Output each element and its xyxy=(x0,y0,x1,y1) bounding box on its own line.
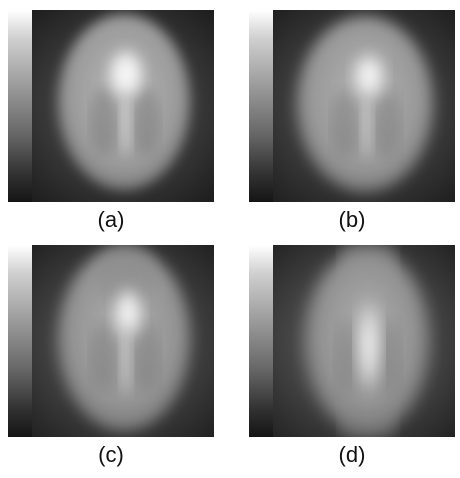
colorbar-d xyxy=(249,245,273,437)
colorbar-b xyxy=(249,10,273,202)
phantom-image-b xyxy=(249,10,455,202)
reconstruction-image-d xyxy=(249,245,455,437)
caption-c: (c) xyxy=(98,442,124,467)
phantom-image-d xyxy=(249,245,455,437)
panel-b: (b) xyxy=(249,10,455,243)
caption-d: (d) xyxy=(338,442,366,467)
panel-c: (c) xyxy=(8,245,214,478)
reconstruction-image-c xyxy=(8,245,214,437)
caption-a: (a) xyxy=(97,207,125,232)
panel-d: (d) xyxy=(249,245,455,478)
caption-b: (b) xyxy=(338,207,366,232)
colorbar-a xyxy=(8,10,32,202)
panel-a: (a) xyxy=(8,10,214,243)
reconstruction-image-b xyxy=(249,10,455,202)
phantom-image-c xyxy=(8,245,214,437)
colorbar-c xyxy=(8,245,32,437)
reconstruction-image-a xyxy=(8,10,214,202)
phantom-image-a xyxy=(8,10,214,202)
